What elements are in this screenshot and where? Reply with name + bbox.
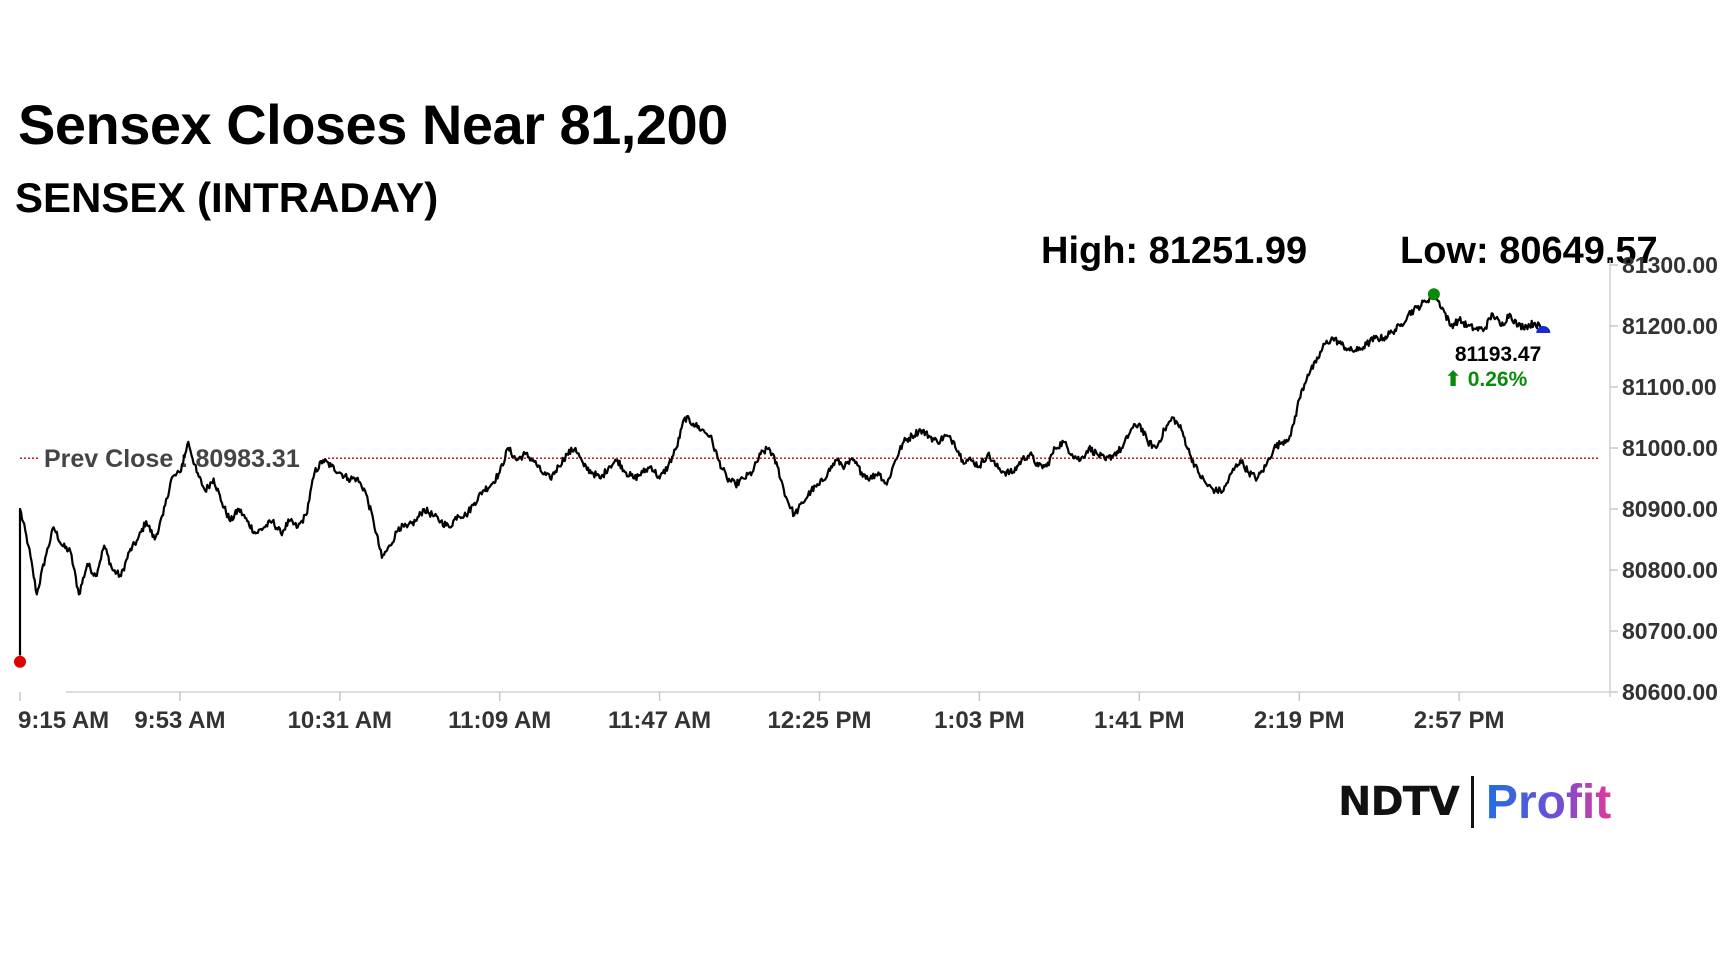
high-marker [1427, 288, 1440, 301]
y-tick-label: 81000.00 [1622, 435, 1718, 461]
low-marker [14, 655, 26, 668]
high-value: High: 81251.99 [1041, 230, 1308, 272]
x-tick-label: 12:25 PM [767, 707, 871, 734]
x-tick-label: 1:41 PM [1094, 707, 1185, 734]
x-axis: 9:15 AM 9:53 AM 10:31 AM 11:09 AM 11:47 AM 12… [18, 691, 1610, 734]
ndtv-profit-logo: NDTV Profit [1338, 772, 1611, 832]
last-marker [1536, 325, 1551, 333]
y-tick-label: 80600.00 [1622, 679, 1718, 705]
y-tick-label: 80800.00 [1622, 557, 1718, 583]
x-tick-label: 10:31 AM [288, 707, 392, 734]
y-tick-label: 80900.00 [1622, 496, 1718, 522]
x-tick-label: 11:47 AM [608, 707, 711, 734]
last-change-label: ⬆ 0.26% [1444, 368, 1527, 391]
logo-brand: NDTV [1338, 779, 1460, 825]
y-tick-label: 80700.00 [1622, 618, 1718, 644]
x-tick-label: 2:57 PM [1414, 707, 1505, 734]
chart-subtitle: SENSEX (INTRADAY) [15, 174, 439, 221]
y-axis: 80600.00 80700.00 80800.00 80900.00 81000.00… [1609, 252, 1718, 705]
y-tick-label: 81300.00 [1622, 252, 1718, 278]
chart-title: Sensex Closes Near 81,200 [18, 93, 728, 156]
logo-separator [1470, 776, 1474, 828]
x-tick-label: 2:19 PM [1254, 707, 1345, 734]
prev-close-label: Prev Close : 80983.31 [44, 445, 300, 473]
last-value-label: 81193.47 [1455, 343, 1541, 366]
y-tick-label: 81200.00 [1622, 313, 1718, 339]
y-tick-label: 81100.00 [1622, 374, 1717, 400]
x-tick-label: 1:03 PM [934, 707, 1025, 734]
logo-product: Profit [1485, 775, 1612, 829]
x-tick-label: 9:53 AM [134, 707, 225, 734]
series-line [18, 291, 1544, 656]
x-tick-label: 9:15 AM [18, 707, 109, 734]
x-tick-label: 11:09 AM [448, 707, 551, 734]
